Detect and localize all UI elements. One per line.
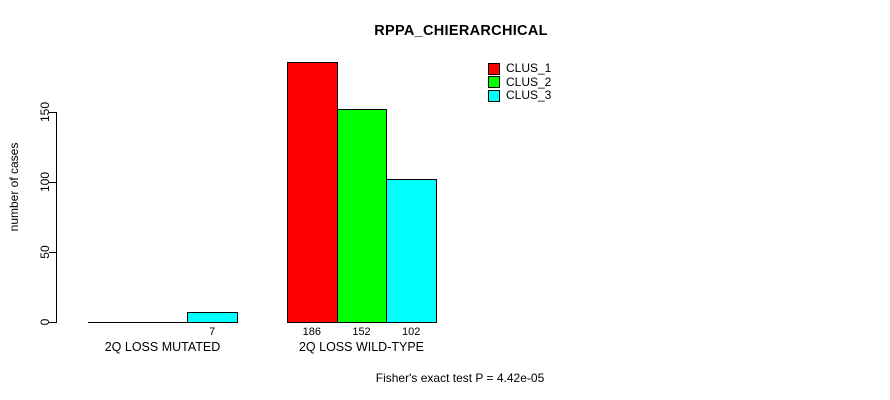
bar-clus_3-group2: [386, 179, 437, 323]
y-tick-mark: [49, 182, 56, 183]
legend-item-clus_2: CLUS_2: [488, 74, 552, 89]
y-axis-label: number of cases: [7, 142, 21, 232]
y-tick-label: 0: [38, 318, 52, 326]
y-tick-mark: [49, 112, 56, 113]
y-tick-label: 50: [38, 245, 52, 259]
bar-value-label: 186: [302, 326, 322, 338]
legend-label: CLUS_3: [506, 88, 552, 102]
category-label-group1: 2Q LOSS MUTATED: [104, 340, 221, 354]
legend-label: CLUS_1: [506, 61, 552, 75]
y-axis-line: [56, 112, 57, 323]
legend-item-clus_3: CLUS_3: [488, 88, 552, 102]
fisher-test-annotation: Fisher's exact test P = 4.42e-05: [375, 371, 545, 385]
bar-clus_1-group1: [88, 322, 139, 323]
bar-clus_2-group1: [137, 322, 189, 323]
bar-value-label: 7: [209, 326, 216, 338]
bar-clus_2-group2: [336, 109, 388, 323]
bar-value-label: 102: [401, 326, 421, 338]
y-tick-mark: [49, 322, 56, 323]
y-tick-label: 150: [38, 101, 52, 123]
legend-swatch-icon: [488, 76, 500, 88]
legend-label: CLUS_2: [506, 74, 552, 89]
bar-clus_3-group1: [187, 312, 238, 323]
legend-swatch-icon: [488, 89, 500, 102]
y-tick-mark: [49, 252, 56, 253]
legend-item-clus_1: CLUS_1: [488, 61, 552, 75]
bar-clus_1-group2: [287, 61, 338, 323]
bar-value-label: 152: [352, 326, 371, 338]
category-label-group2: 2Q LOSS WILD-TYPE: [298, 340, 425, 354]
chart-title: RPPA_CHIERARCHICAL: [374, 23, 548, 39]
legend: CLUS_1 CLUS_2 CLUS_3: [488, 61, 552, 102]
legend-swatch-icon: [488, 62, 500, 75]
y-tick-label: 100: [38, 171, 52, 193]
